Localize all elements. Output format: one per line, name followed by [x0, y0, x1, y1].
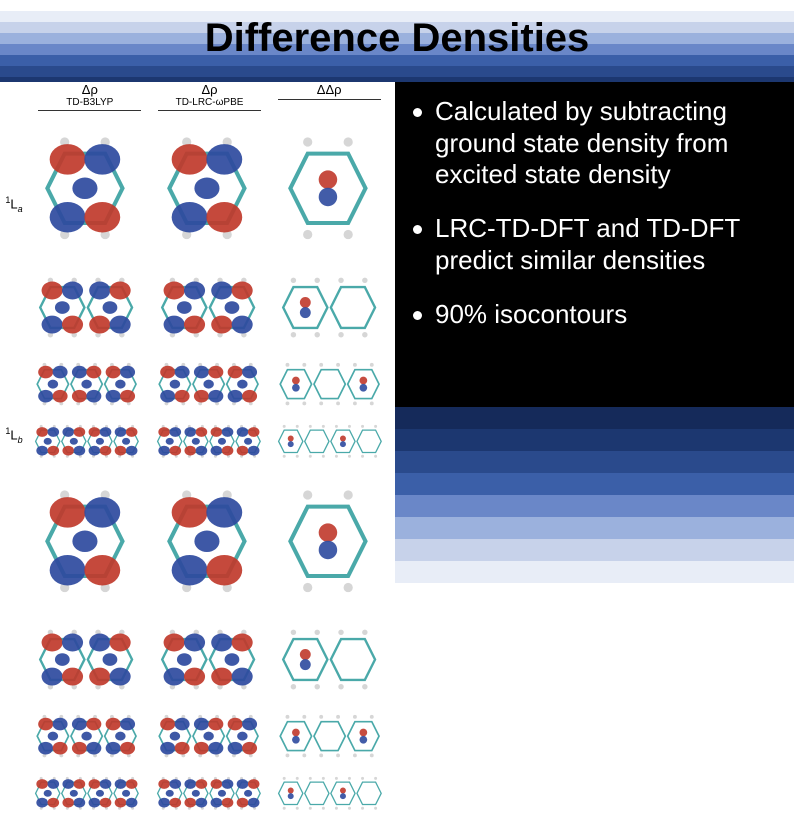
- molecule-cell: [152, 265, 268, 350]
- molecule-cell: [30, 265, 146, 350]
- figure-row-label: 1Lb: [2, 426, 26, 445]
- molecule-grid: [30, 116, 389, 578]
- molecule-cell: [273, 265, 389, 350]
- bullet-text-box: Calculated by subtracting ground state d…: [395, 82, 794, 407]
- molecule-cell: [273, 706, 389, 766]
- molecule-cell: [30, 116, 146, 261]
- density-figure: ΔρTD-B3LYPΔρTD-LRC-ωPBEΔΔρ 1La 1Lb: [0, 82, 395, 582]
- bullet-list: Calculated by subtracting ground state d…: [409, 96, 776, 330]
- bullet-item: Calculated by subtracting ground state d…: [409, 96, 776, 191]
- molecule-cell: [152, 116, 268, 261]
- figure-row-label: 1La: [2, 195, 26, 214]
- molecule-cell: [152, 418, 268, 465]
- figure-col-header: ΔΔρ: [269, 82, 389, 111]
- molecule-cell: [30, 354, 146, 414]
- molecule-cell: [152, 770, 268, 817]
- bullet-item: 90% isocontours: [409, 299, 776, 331]
- molecule-cell: [273, 617, 389, 702]
- molecule-cell: [152, 354, 268, 414]
- molecule-cell: [152, 617, 268, 702]
- figure-col-header: ΔρTD-LRC-ωPBE: [150, 82, 270, 111]
- slide-title: Difference Densities: [0, 16, 794, 61]
- figure-col-header: ΔρTD-B3LYP: [30, 82, 150, 111]
- molecule-cell: [30, 469, 146, 614]
- figure-column-headers: ΔρTD-B3LYPΔρTD-LRC-ωPBEΔΔρ: [30, 82, 389, 111]
- molecule-cell: [30, 770, 146, 817]
- molecule-cell: [152, 469, 268, 614]
- molecule-cell: [30, 706, 146, 766]
- molecule-cell: [30, 617, 146, 702]
- molecule-cell: [273, 770, 389, 817]
- molecule-cell: [273, 354, 389, 414]
- molecule-cell: [152, 706, 268, 766]
- molecule-cell: [273, 116, 389, 261]
- molecule-cell: [273, 418, 389, 465]
- molecule-cell: [273, 469, 389, 614]
- bullet-item: LRC-TD-DFT and TD-DFT predict similar de…: [409, 213, 776, 276]
- molecule-cell: [30, 418, 146, 465]
- bottom-gradient-bands: [395, 407, 794, 595]
